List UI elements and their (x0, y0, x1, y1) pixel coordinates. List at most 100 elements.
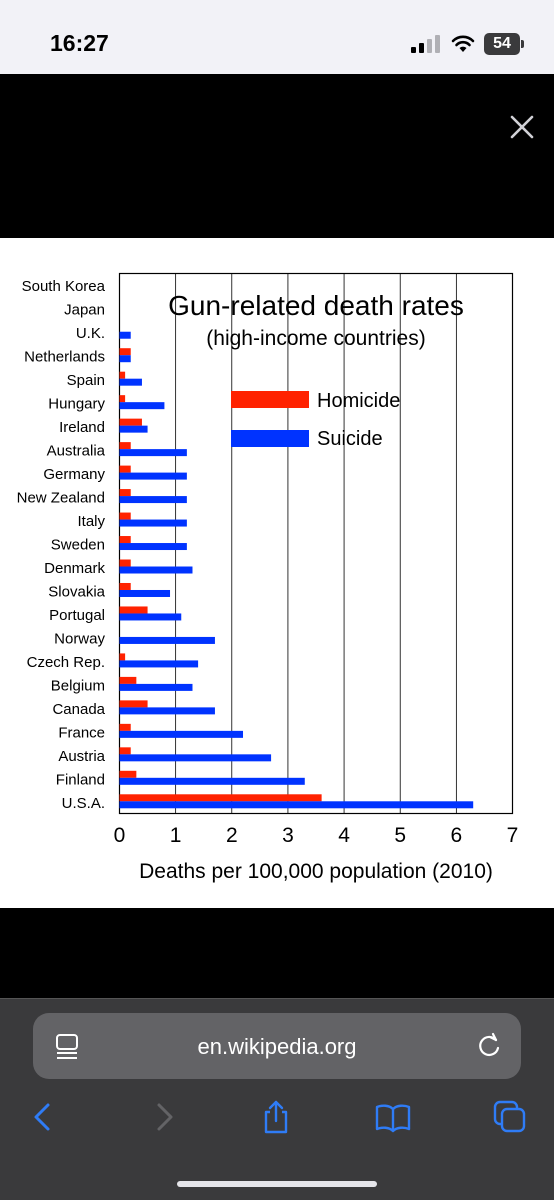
country-label: South Korea (22, 278, 106, 295)
battery-icon: 54 (484, 33, 524, 55)
country-label: Ireland (59, 419, 105, 436)
bar-suicide (119, 566, 193, 574)
country-label: U.K. (76, 325, 105, 342)
bar-suicide (119, 777, 305, 785)
country-label: Slovakia (48, 583, 105, 600)
battery-level: 54 (493, 35, 511, 52)
country-label: Sweden (51, 537, 105, 554)
bar-homicide (119, 676, 137, 684)
legend-swatch-suicide (231, 430, 309, 447)
x-tick-label: 4 (338, 824, 350, 847)
country-label: Australia (47, 443, 106, 460)
bar-homicide (119, 465, 131, 473)
country-label: Japan (64, 302, 105, 319)
chart-title: Gun-related death rates (168, 290, 464, 321)
country-label: Belgium (51, 677, 105, 694)
home-indicator (177, 1181, 377, 1187)
bar-homicide (119, 653, 126, 661)
bookmarks-icon[interactable] (375, 1099, 411, 1135)
country-label: Norway (54, 630, 105, 647)
bar-suicide (119, 707, 215, 715)
legend-label-suicide: Suicide (317, 428, 383, 450)
x-tick-label: 5 (394, 824, 406, 847)
bar-homicide (119, 348, 131, 356)
bar-homicide (119, 512, 131, 520)
country-label: Portugal (49, 607, 105, 624)
bar-suicide (119, 425, 148, 433)
reload-icon[interactable] (475, 1032, 503, 1060)
x-tick-label: 7 (507, 824, 519, 847)
bar-suicide (119, 519, 187, 527)
page-menu-icon[interactable] (55, 1033, 81, 1061)
country-label: Italy (77, 513, 105, 530)
bar-homicide (119, 371, 126, 379)
bar-suicide (119, 801, 474, 809)
url-text: en.wikipedia.org (197, 1034, 357, 1059)
bar-homicide (119, 606, 148, 614)
cellular-signal-icon (411, 35, 443, 53)
x-tick-label: 3 (282, 824, 294, 847)
country-label: Germany (43, 466, 105, 483)
bar-homicide (119, 395, 126, 403)
country-label: France (58, 724, 105, 741)
country-label: Finland (56, 771, 105, 788)
wifi-icon (451, 35, 475, 52)
bar-homicide (119, 442, 131, 450)
bar-homicide (119, 418, 142, 426)
x-tick-label: 0 (114, 824, 126, 847)
legend-label-homicide: Homicide (317, 390, 400, 412)
bar-homicide (119, 770, 137, 778)
bar-suicide (119, 754, 272, 762)
bar-suicide (119, 355, 131, 363)
bars (119, 331, 474, 809)
bar-homicide (119, 582, 131, 590)
bar-homicide (119, 489, 131, 497)
bar-suicide (119, 730, 244, 738)
gridlines (175, 273, 457, 814)
bar-homicide (119, 747, 131, 755)
tabs-icon[interactable] (492, 1099, 528, 1135)
bar-suicide (119, 543, 187, 551)
bar-suicide (119, 613, 182, 621)
close-icon[interactable] (505, 110, 539, 144)
country-label: New Zealand (17, 490, 105, 507)
country-label: Austria (58, 748, 105, 765)
country-label: Hungary (48, 396, 105, 413)
forward-icon[interactable] (145, 1099, 181, 1135)
bar-suicide (119, 496, 187, 504)
country-label: Denmark (44, 560, 105, 577)
bar-suicide (119, 331, 131, 339)
x-tick-label: 2 (226, 824, 238, 847)
bar-suicide (119, 378, 142, 386)
back-icon[interactable] (26, 1099, 62, 1135)
bar-suicide (119, 402, 165, 410)
country-label: Czech Rep. (27, 654, 105, 671)
bar-homicide (119, 794, 322, 802)
bar-homicide (119, 700, 148, 708)
bar-suicide (119, 589, 171, 597)
bar-suicide (119, 449, 187, 457)
address-bar[interactable]: en.wikipedia.org (33, 1013, 521, 1079)
bar-suicide (119, 660, 199, 668)
country-label: Netherlands (24, 349, 105, 366)
x-tick-label: 1 (170, 824, 182, 847)
x-tick-label: 6 (451, 824, 463, 847)
browser-toolbar: en.wikipedia.org (0, 998, 554, 1200)
country-label: Canada (52, 701, 105, 718)
x-axis-label: Deaths per 100,000 population (2010) (139, 860, 493, 883)
bar-homicide (119, 536, 131, 544)
country-label: Spain (67, 372, 105, 389)
chart-figure[interactable]: South Korea Japan U.K. Netherlands Spain Hung… (0, 238, 554, 908)
bar-suicide (119, 636, 215, 644)
status-time: 16:27 (50, 30, 109, 56)
country-labels: South Korea Japan U.K. Netherlands Spain Hung… (17, 278, 106, 812)
country-label: U.S.A. (62, 795, 105, 812)
bar-homicide (119, 559, 131, 567)
bar-homicide (119, 723, 131, 731)
status-bar: 16:27 54 (0, 0, 554, 74)
legend-swatch-homicide (231, 391, 309, 408)
bar-suicide (119, 472, 187, 480)
chart-subtitle: (high-income countries) (206, 327, 425, 350)
share-icon[interactable] (258, 1099, 294, 1135)
bar-suicide (119, 683, 193, 691)
